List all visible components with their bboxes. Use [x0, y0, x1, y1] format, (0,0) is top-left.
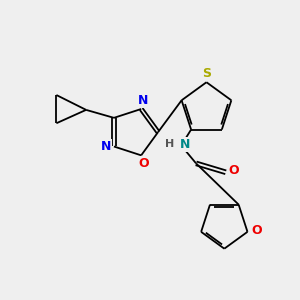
Text: S: S	[202, 68, 211, 80]
Text: O: O	[252, 224, 262, 237]
Text: O: O	[229, 164, 239, 177]
Text: H: H	[165, 139, 175, 149]
Text: N: N	[100, 140, 111, 153]
Text: N: N	[137, 94, 148, 107]
Text: O: O	[139, 157, 149, 170]
Text: N: N	[180, 138, 190, 151]
